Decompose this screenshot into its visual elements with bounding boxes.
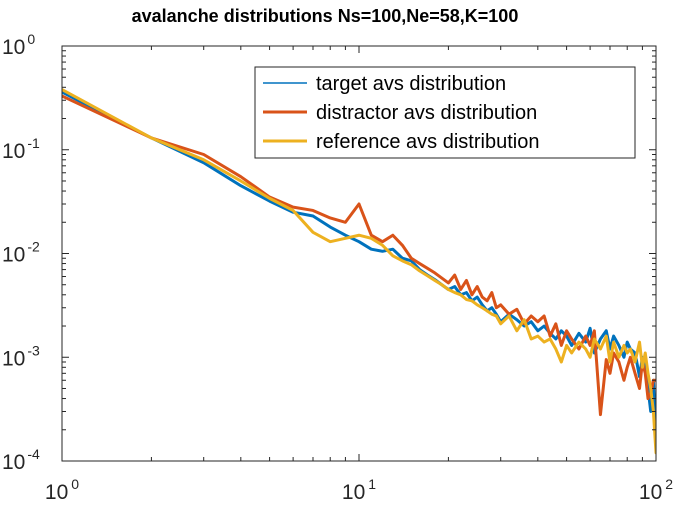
legend-box (254, 66, 636, 159)
y-tick-label: 10 0 (2, 31, 35, 59)
x-tick-label-exponent: 1 (368, 476, 376, 492)
y-tick-label: 10 -3 (2, 342, 40, 370)
y-tick-label: 10 -4 (2, 446, 40, 474)
chart-title: avalanche distributions Ns=100,Ne=58,K=1… (132, 6, 519, 26)
y-tick-label-exponent: 0 (27, 31, 35, 47)
y-tick-label-base: 10 (2, 347, 25, 370)
y-tick-label-exponent: -3 (27, 342, 40, 358)
x-tick-label-base: 10 (639, 481, 662, 504)
x-tick-label-exponent: 2 (665, 476, 673, 492)
x-tick-label-base: 10 (45, 481, 68, 504)
y-tick-label: 10 -1 (2, 135, 40, 163)
x-tick-label-base: 10 (342, 481, 365, 504)
x-tick-label: 10 1 (342, 476, 376, 504)
y-tick-label-exponent: -4 (27, 446, 40, 462)
y-tick-label-base: 10 (2, 140, 25, 163)
y-tick-label: 10 -2 (2, 239, 40, 267)
legend: target avs distribution distractor avs di… (254, 66, 636, 159)
y-tick-label-base: 10 (2, 451, 25, 474)
legend-label-1: target avs distribution (316, 73, 506, 95)
y-tick-label-exponent: -1 (27, 135, 40, 151)
series-line-3 (62, 88, 656, 455)
series-line-2 (62, 94, 656, 417)
x-tick-label-exponent: 0 (71, 476, 79, 492)
y-tick-label-base: 10 (2, 244, 25, 267)
x-tick-label: 10 0 (45, 476, 79, 504)
legend-label-2: distractor avs distribution (316, 102, 537, 124)
x-tick-label: 10 2 (639, 476, 673, 504)
series-layer (62, 88, 656, 455)
legend-label-3: reference avs distribution (316, 131, 539, 153)
y-tick-label-base: 10 (2, 36, 25, 59)
y-tick-label-exponent: -2 (27, 239, 40, 255)
tick-layer: 10 0 10 1 10 210 010 -110 -210 -310 -4 (2, 31, 673, 504)
